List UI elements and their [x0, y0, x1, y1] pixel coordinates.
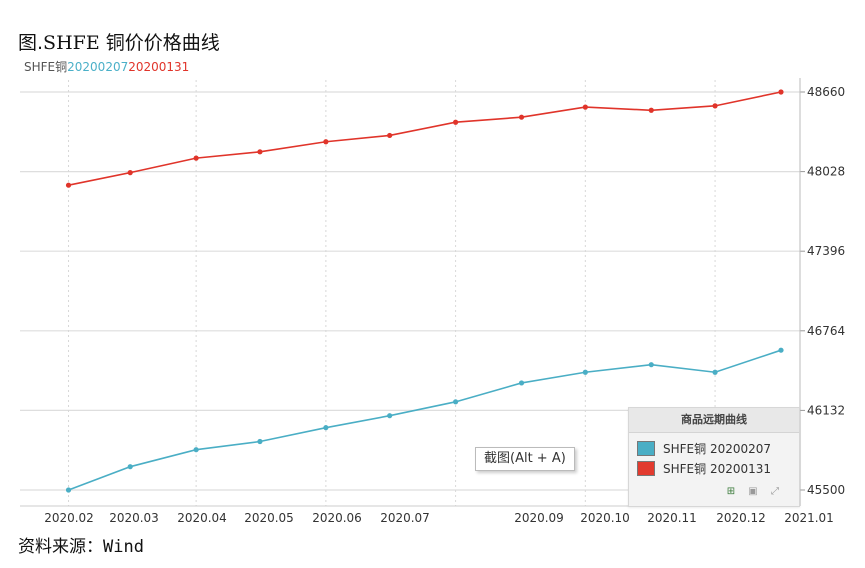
title-exchange: SHFE [43, 32, 100, 54]
data-point [712, 103, 718, 109]
data-point [582, 104, 588, 110]
y-tick-label: 46132 [807, 403, 845, 417]
x-tick-label: 2020.06 [312, 511, 362, 525]
series-line [68, 349, 782, 491]
subtitle-series-1: 20200207 [67, 60, 129, 74]
screenshot-tooltip: 截图(Alt + A) [475, 447, 575, 471]
data-point [65, 487, 72, 493]
legend-item-20200207[interactable]: SHFE铜 20200207 [637, 439, 771, 457]
legend-label-20200207: SHFE铜 20200207 [663, 441, 772, 456]
data-point [452, 119, 459, 125]
excel-icon[interactable]: ⊞ [726, 486, 736, 497]
x-tick-label: 2020.07 [380, 511, 430, 525]
x-tick-label: 2020.09 [514, 511, 564, 525]
chart-title: 图.SHFE 铜价价格曲线 [18, 28, 220, 55]
x-tick-label: 2021.01 [784, 511, 834, 525]
data-point [648, 107, 654, 113]
legend-swatch-20200131 [637, 460, 655, 476]
data-source: 资料来源：Wind [18, 532, 144, 557]
source-name: Wind [103, 537, 144, 557]
data-point [387, 132, 393, 139]
y-tick-label: 45500 [807, 483, 845, 497]
data-point [648, 362, 654, 368]
y-tick-label: 47396 [807, 244, 845, 258]
legend-panel[interactable]: 商品远期曲线 SHFE铜 20200207 SHFE铜 20200131 ⊞ ▣… [628, 407, 800, 507]
data-point [193, 447, 199, 453]
data-point [582, 369, 588, 375]
x-tick-label: 2020.10 [580, 511, 630, 525]
data-point [323, 425, 329, 431]
data-point [778, 89, 784, 95]
x-tick-label: 2020.03 [109, 511, 159, 525]
image-icon[interactable]: ▣ [748, 486, 758, 497]
legend-toolbar: ⊞ ▣ ⤢ [725, 486, 781, 498]
data-point [518, 114, 525, 120]
legend-item-20200131[interactable]: SHFE铜 20200131 [637, 459, 771, 477]
legend-title: 商品远期曲线 [629, 408, 799, 433]
source-label: 资料来源： [18, 537, 103, 557]
legend-label-20200131: SHFE铜 20200131 [663, 461, 772, 476]
data-point [257, 149, 263, 155]
x-tick-label: 2020.11 [647, 511, 697, 525]
x-tick-label: 2020.04 [177, 511, 227, 525]
data-point [387, 413, 393, 419]
title-text: 铜价价格曲线 [99, 32, 220, 54]
title-prefix: 图. [18, 32, 44, 54]
x-tick-label: 2020.12 [716, 511, 766, 525]
data-point [712, 369, 718, 375]
data-point [193, 155, 199, 161]
y-tick-label: 46764 [807, 324, 845, 338]
data-point [323, 139, 329, 145]
data-point [257, 438, 263, 445]
subtitle-series-2: 20200131 [128, 60, 190, 74]
y-tick-label: 48028 [807, 165, 845, 179]
x-tick-label: 2020.05 [244, 511, 294, 525]
series-line [68, 91, 782, 186]
data-point [127, 170, 133, 176]
data-point [127, 464, 133, 470]
data-point [778, 347, 784, 353]
series-subtitle: SHFE铜2020020720200131 [24, 58, 189, 75]
subtitle-prefix: SHFE铜 [24, 60, 68, 74]
x-tick-label: 2020.02 [44, 511, 94, 525]
data-point [452, 399, 459, 405]
collapse-icon[interactable]: ⤢ [771, 486, 779, 497]
data-point [65, 182, 72, 188]
data-point [518, 380, 525, 386]
y-tick-label: 48660 [807, 85, 845, 99]
legend-swatch-20200207 [637, 440, 655, 456]
